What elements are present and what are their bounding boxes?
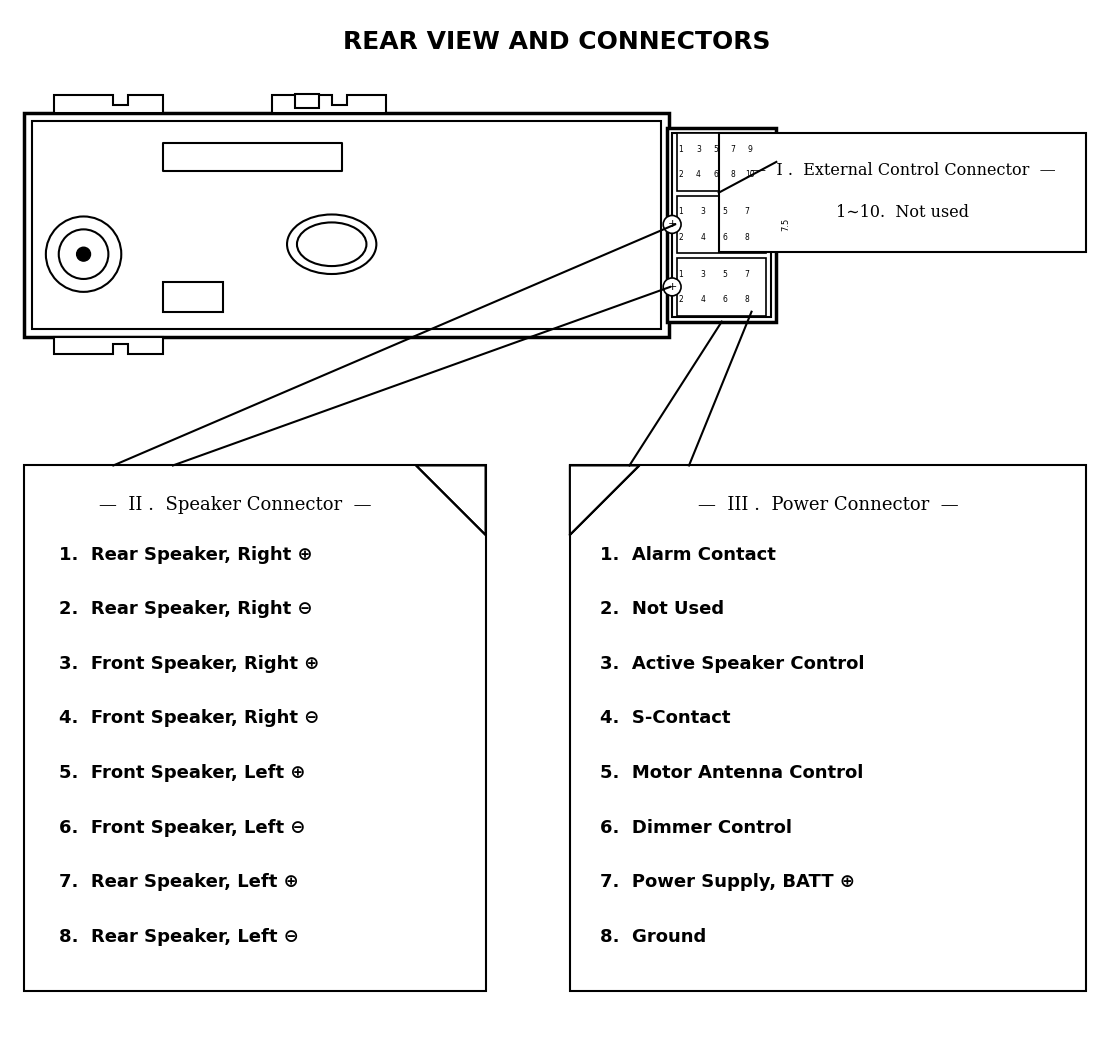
Text: —  II .  Speaker Connector  —: — II . Speaker Connector — [99, 497, 371, 514]
Bar [162, 143, 342, 171]
Bar [672, 133, 771, 317]
Text: 1: 1 [679, 207, 683, 216]
Polygon shape [416, 465, 485, 534]
Text: 2.  Not Used: 2. Not Used [600, 601, 723, 618]
Polygon shape [53, 96, 162, 113]
Circle shape [663, 278, 681, 296]
Bar [667, 128, 777, 321]
Text: 3: 3 [696, 145, 701, 153]
Text: 7.  Rear Speaker, Left ⊕: 7. Rear Speaker, Left ⊕ [59, 874, 298, 891]
Text: —  I .  External Control Connector  —: — I . External Control Connector — [749, 163, 1055, 180]
Text: 7.5: 7.5 [781, 217, 790, 231]
Text: 3.  Active Speaker Control: 3. Active Speaker Control [600, 655, 864, 673]
Polygon shape [32, 121, 661, 329]
Text: 7.  Power Supply, BATT ⊕: 7. Power Supply, BATT ⊕ [600, 874, 855, 891]
Bar [677, 258, 767, 316]
Text: 3: 3 [700, 270, 706, 278]
Text: 5: 5 [722, 270, 728, 278]
Circle shape [77, 247, 90, 261]
Text: 4.  S-Contact: 4. S-Contact [600, 710, 730, 728]
Text: 6: 6 [722, 295, 728, 304]
Polygon shape [53, 336, 162, 354]
Text: 1.  Alarm Contact: 1. Alarm Contact [600, 546, 776, 564]
Bar [677, 133, 767, 191]
Ellipse shape [287, 214, 376, 274]
Bar [570, 465, 1086, 991]
Text: 4: 4 [696, 170, 701, 180]
Text: REAR VIEW AND CONNECTORS: REAR VIEW AND CONNECTORS [343, 29, 770, 54]
Text: 9: 9 [748, 145, 752, 153]
Text: 2: 2 [679, 170, 683, 180]
Text: 8.  Rear Speaker, Left ⊖: 8. Rear Speaker, Left ⊖ [59, 928, 298, 946]
Circle shape [46, 216, 121, 292]
Text: 4: 4 [700, 295, 706, 304]
Text: 4: 4 [700, 232, 706, 242]
Circle shape [663, 215, 681, 233]
Bar [677, 195, 767, 253]
Text: 2: 2 [679, 295, 683, 304]
Text: —  III .  Power Connector  —: — III . Power Connector — [698, 497, 958, 514]
Text: 7: 7 [745, 207, 749, 216]
Text: 10: 10 [746, 170, 755, 180]
Text: 7: 7 [730, 145, 736, 153]
Polygon shape [24, 113, 669, 336]
Text: 5.  Front Speaker, Left ⊕: 5. Front Speaker, Left ⊕ [59, 764, 305, 782]
Text: 5: 5 [722, 207, 728, 216]
Text: 5: 5 [713, 145, 718, 153]
Text: 1: 1 [679, 145, 683, 153]
Text: 8.  Ground: 8. Ground [600, 928, 706, 946]
Text: +: + [668, 281, 677, 292]
Ellipse shape [297, 223, 366, 266]
Text: 6: 6 [722, 232, 728, 242]
Polygon shape [273, 96, 386, 113]
Text: 3: 3 [700, 207, 706, 216]
Text: 6: 6 [713, 170, 718, 180]
Text: 4.  Front Speaker, Right ⊖: 4. Front Speaker, Right ⊖ [59, 710, 319, 728]
Text: 8: 8 [730, 170, 736, 180]
Bar [295, 94, 318, 108]
Text: 8: 8 [745, 232, 749, 242]
Bar [162, 282, 223, 312]
Text: 2.  Rear Speaker, Right ⊖: 2. Rear Speaker, Right ⊖ [59, 601, 313, 618]
Text: 1.  Rear Speaker, Right ⊕: 1. Rear Speaker, Right ⊕ [59, 546, 313, 564]
Text: +: + [668, 219, 677, 229]
Text: 7: 7 [745, 270, 749, 278]
Circle shape [59, 229, 108, 279]
Bar [719, 133, 1086, 252]
Text: 5.  Motor Antenna Control: 5. Motor Antenna Control [600, 764, 863, 782]
Text: 3.  Front Speaker, Right ⊕: 3. Front Speaker, Right ⊕ [59, 655, 319, 673]
Text: 6.  Front Speaker, Left ⊖: 6. Front Speaker, Left ⊖ [59, 819, 305, 837]
Text: 1: 1 [679, 270, 683, 278]
Text: 8: 8 [745, 295, 749, 304]
Text: 1∼10.  Not used: 1∼10. Not used [836, 204, 969, 220]
Text: 2: 2 [679, 232, 683, 242]
Bar [24, 465, 485, 991]
Text: 6.  Dimmer Control: 6. Dimmer Control [600, 819, 791, 837]
Polygon shape [570, 465, 639, 534]
